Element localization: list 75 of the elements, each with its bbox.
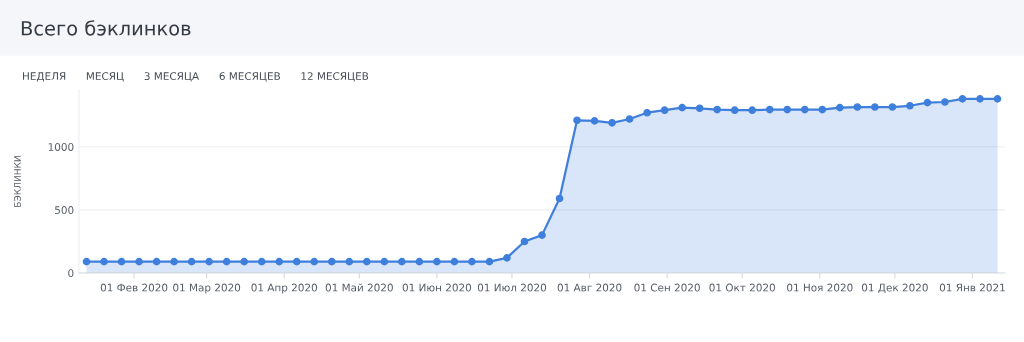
x-tick-label: 01 Июн 2020 [402, 283, 472, 292]
text: НЕДЕЛЯ [23, 72, 66, 82]
point [976, 95, 984, 103]
point [433, 257, 441, 266]
point [380, 257, 389, 266]
point [818, 105, 827, 114]
point [695, 104, 704, 113]
point [993, 95, 1002, 103]
text: МЕСЯЦ [86, 72, 124, 82]
text: 6 МЕСЯЦЕВ [219, 72, 280, 82]
point [205, 257, 213, 266]
point [398, 257, 406, 266]
chart-title: Всего бэклинков [21, 20, 191, 36]
point [170, 257, 178, 266]
x-tick-label: 01 Ноя 2020 [787, 283, 853, 292]
point [257, 257, 266, 266]
point [871, 103, 879, 111]
point [625, 115, 634, 123]
x-tick-label: 01 Мар 2020 [173, 283, 241, 294]
x-tick-label: 01 Сен 2020 [634, 283, 700, 292]
text: 12 МЕСЯЦЕВ [301, 72, 369, 82]
point [152, 257, 161, 266]
text: 3 МЕСЯЦА [144, 72, 200, 82]
point [748, 106, 757, 115]
point [765, 105, 774, 114]
point [117, 257, 126, 266]
y-tick-label: 1000 [48, 143, 74, 151]
x-tick-label: 01 Авг 2020 [557, 283, 622, 292]
point [468, 257, 476, 266]
point [362, 257, 371, 266]
point [82, 257, 91, 266]
x-tick-label: 01 Май 2020 [325, 283, 393, 292]
point [783, 105, 792, 114]
point [941, 98, 949, 106]
point [853, 103, 862, 111]
point [538, 231, 546, 239]
point [608, 118, 616, 127]
x-tick-label: 01 Фев 2020 [100, 283, 168, 292]
point [800, 105, 809, 114]
point [660, 106, 669, 115]
y-tick-label: 0 [68, 269, 74, 278]
point [327, 257, 336, 266]
point [187, 257, 196, 266]
point [906, 101, 914, 110]
x-tick-label: 01 Апр 2020 [251, 283, 317, 294]
x-tick-label: 01 Янв 2021 [939, 283, 1005, 292]
y-axis-title: БЭКЛИНКИ [14, 156, 21, 207]
x-tick-label: 01 Дек 2020 [861, 283, 928, 293]
point [923, 98, 932, 107]
point [573, 116, 581, 125]
point [415, 257, 424, 266]
point [503, 254, 511, 262]
point [590, 117, 599, 125]
x-tick-label: 01 Июл 2020 [477, 283, 547, 292]
point [958, 95, 967, 103]
point [678, 103, 686, 112]
point [345, 257, 354, 266]
point [100, 257, 108, 266]
point [275, 257, 284, 266]
point [240, 257, 248, 266]
point [643, 108, 651, 117]
point [836, 103, 844, 112]
x-tick-label: 01 Окт 2020 [709, 283, 775, 292]
point [888, 103, 897, 111]
point [555, 194, 564, 203]
point [310, 257, 319, 266]
point [450, 257, 459, 266]
y-tick-label: 500 [55, 206, 74, 214]
point [730, 106, 739, 115]
point [485, 257, 494, 266]
point [713, 105, 722, 114]
point [520, 237, 529, 246]
point [292, 257, 301, 266]
point [222, 257, 231, 266]
point [135, 257, 143, 266]
